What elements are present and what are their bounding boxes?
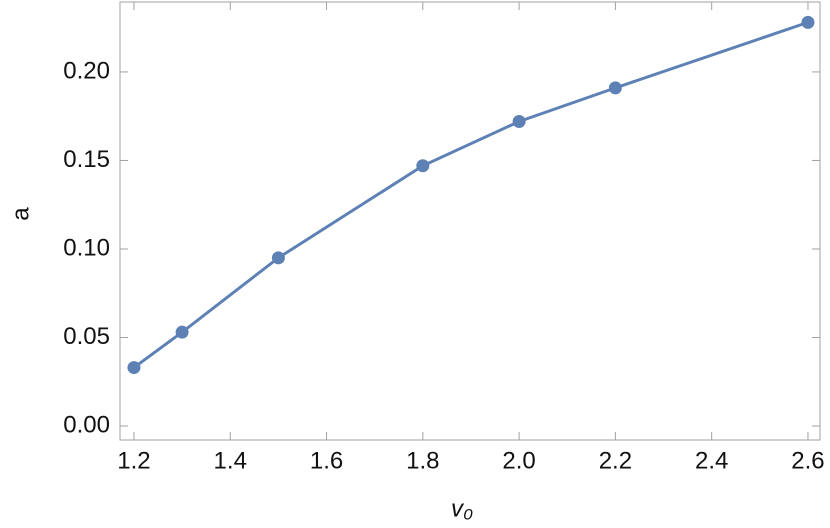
x-tick-label: 1.6 <box>310 447 343 474</box>
y-tick-label: 0.00 <box>63 411 110 438</box>
x-tick-label: 1.2 <box>117 447 150 474</box>
data-line <box>133 20 809 369</box>
x-tick-label: 2.6 <box>791 447 824 474</box>
x-tick-label: 2.2 <box>599 447 632 474</box>
x-tick-label: 2.4 <box>695 447 728 474</box>
data-point <box>127 361 141 375</box>
x-axis-label: v₀ <box>451 495 473 522</box>
data-point <box>512 115 526 129</box>
data-point <box>271 251 285 265</box>
y-tick-label: 0.05 <box>63 323 110 350</box>
data-point <box>801 15 815 29</box>
x-tick-label: 2.0 <box>502 447 535 474</box>
y-tick-label: 0.15 <box>63 146 110 173</box>
data-point <box>175 325 189 339</box>
plot-frame <box>119 1 821 441</box>
y-tick-label: 0.10 <box>63 234 110 261</box>
y-tick-label: 0.20 <box>63 57 110 84</box>
data-point <box>608 81 622 95</box>
y-axis-label: a <box>7 207 34 221</box>
x-tick-label: 1.4 <box>214 447 247 474</box>
data-point <box>416 159 430 173</box>
x-tick-label: 1.8 <box>406 447 439 474</box>
